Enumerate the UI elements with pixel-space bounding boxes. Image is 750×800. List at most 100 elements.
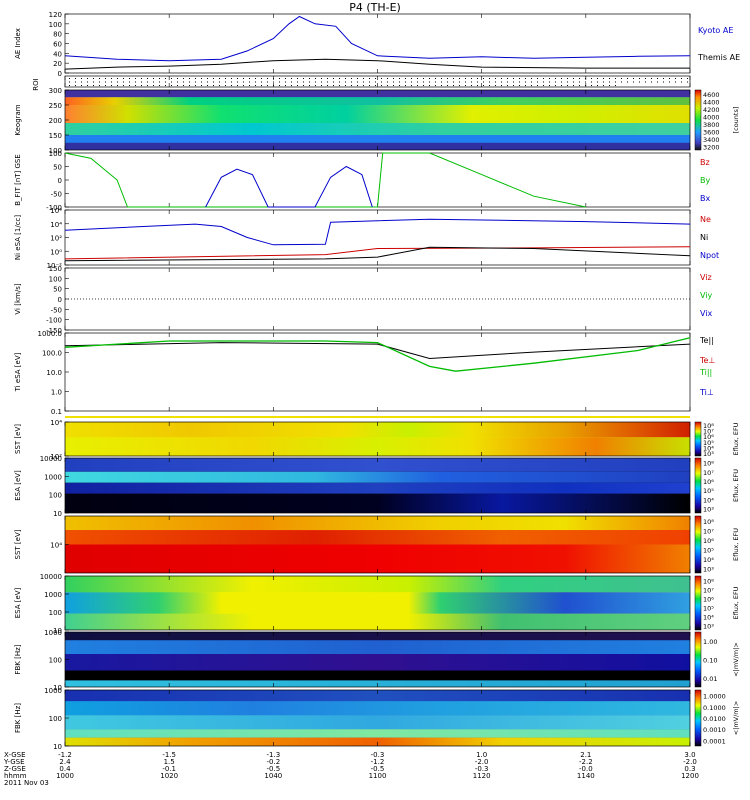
fbk1-heatmap-band xyxy=(65,632,690,641)
roi-dot xyxy=(267,78,268,79)
fbk1-colorbar-tick: 0.10 xyxy=(703,657,717,665)
roi-dot xyxy=(207,81,208,83)
roi-dot xyxy=(207,78,208,79)
roi-dot xyxy=(399,81,400,83)
roi-dot xyxy=(339,81,340,83)
roi-dot xyxy=(201,85,202,86)
bottom-axis-row-label: X-GSE xyxy=(4,751,26,759)
roi-dot xyxy=(309,78,310,79)
roi-dot xyxy=(627,78,628,79)
esa2-tick-label: 10000 xyxy=(40,573,62,581)
roi-dot xyxy=(285,81,286,83)
ti-legend-teperp: Te⊥ xyxy=(699,356,715,365)
roi-dot xyxy=(201,78,202,79)
roi-dot xyxy=(549,78,550,79)
roi-dot xyxy=(171,78,172,79)
roi-dot xyxy=(357,85,358,86)
roi-dot xyxy=(543,85,544,86)
roi-dot xyxy=(225,78,226,79)
roi-dot xyxy=(267,85,268,86)
roi-dot xyxy=(231,81,232,83)
roi-dot xyxy=(369,78,370,79)
sst1-heatmap-band xyxy=(65,422,690,438)
bottom-axis-x-value: 2.1 xyxy=(580,751,591,759)
sst1-ylabel: SST [eV] xyxy=(14,424,22,454)
roi-dot xyxy=(519,85,520,86)
ti-legend-tiperp: Ti⊥ xyxy=(699,388,714,397)
roi-dot xyxy=(171,81,172,83)
roi-dot xyxy=(99,85,100,86)
roi-dot xyxy=(303,85,304,86)
fbk2-heatmap-band xyxy=(65,737,690,746)
esa1-colorbar xyxy=(694,457,702,514)
roi-dot xyxy=(105,81,106,83)
vi-tick-label: 0 xyxy=(58,296,62,304)
bottom-axis-row-label: 2011 Nov 03 xyxy=(4,779,49,787)
esa1-colorbar-tick: 10⁸ xyxy=(703,460,714,468)
roi-dot xyxy=(411,85,412,86)
roi-dot xyxy=(585,78,586,79)
bottom-axis-time-value: 1200 xyxy=(681,772,699,780)
fbk2-heatmap-band xyxy=(65,729,690,738)
roi-dot xyxy=(537,85,538,86)
roi-dot xyxy=(213,85,214,86)
roi-dot xyxy=(489,81,490,83)
fbk2-colorbar xyxy=(694,689,702,747)
roi-dot xyxy=(393,81,394,83)
roi-dot xyxy=(495,81,496,83)
roi-dot xyxy=(447,85,448,86)
bottom-axis-y-value: -1.2 xyxy=(371,758,385,766)
sst2-heatmap-band xyxy=(65,516,690,531)
roi-dot xyxy=(477,78,478,79)
fbk1-colorbar-tick: 0.01 xyxy=(703,675,717,683)
keogram-heatmap-band xyxy=(65,105,690,123)
bottom-axis-x-value: 1.0 xyxy=(476,751,487,759)
esa1-colorbar-tick: 10⁵ xyxy=(703,487,714,495)
bottom-axis-y-value: 2.4 xyxy=(59,758,71,766)
roi-dot xyxy=(591,81,592,83)
roi-dot xyxy=(165,78,166,79)
roi-dot xyxy=(255,85,256,86)
roi-dot xyxy=(429,78,430,79)
roi-dot xyxy=(321,85,322,86)
ni-legend-npot: Npot xyxy=(700,251,719,260)
roi-dot xyxy=(237,81,238,83)
roi-dot xyxy=(543,81,544,83)
roi-dot xyxy=(543,78,544,79)
roi-dot xyxy=(441,85,442,86)
roi-dot xyxy=(471,81,472,83)
roi-dot xyxy=(255,78,256,79)
roi-dot xyxy=(147,78,148,79)
roi-dot xyxy=(525,78,526,79)
ti-tick-label: 1000.0 xyxy=(38,330,63,338)
roi-dot xyxy=(321,78,322,79)
fbk2-tick-label: 10 xyxy=(53,743,62,751)
esa2-tick-label: 10 xyxy=(53,627,62,635)
roi-dot xyxy=(177,78,178,79)
keogram-colorbar-tick: 4600 xyxy=(703,91,720,99)
vi-tick-label: -100 xyxy=(46,317,62,325)
roi-dot xyxy=(393,78,394,79)
roi-dot xyxy=(687,81,688,83)
ni-tick-label: 10² xyxy=(50,235,62,243)
roi-dot xyxy=(141,81,142,83)
bottom-axis-z-value: -0.5 xyxy=(371,765,385,773)
ti-tick-label: 0.1 xyxy=(51,408,62,416)
roi-dot xyxy=(615,81,616,83)
roi-dot xyxy=(153,85,154,86)
roi-dot xyxy=(105,85,106,86)
roi-dot xyxy=(315,78,316,79)
roi-dot xyxy=(225,81,226,83)
roi-dot xyxy=(471,78,472,79)
roi-dot xyxy=(639,78,640,79)
esa2-tick-label: 1000 xyxy=(44,591,62,599)
roi-dot xyxy=(549,85,550,86)
keogram-ylabel: Keogram xyxy=(14,104,22,135)
sst1-tick-label: 10⁴ xyxy=(50,419,62,427)
esa1-heatmap-band xyxy=(65,458,690,472)
roi-dot xyxy=(111,85,112,86)
roi-dot xyxy=(375,85,376,86)
roi-dot xyxy=(639,81,640,83)
roi-dot xyxy=(213,81,214,83)
